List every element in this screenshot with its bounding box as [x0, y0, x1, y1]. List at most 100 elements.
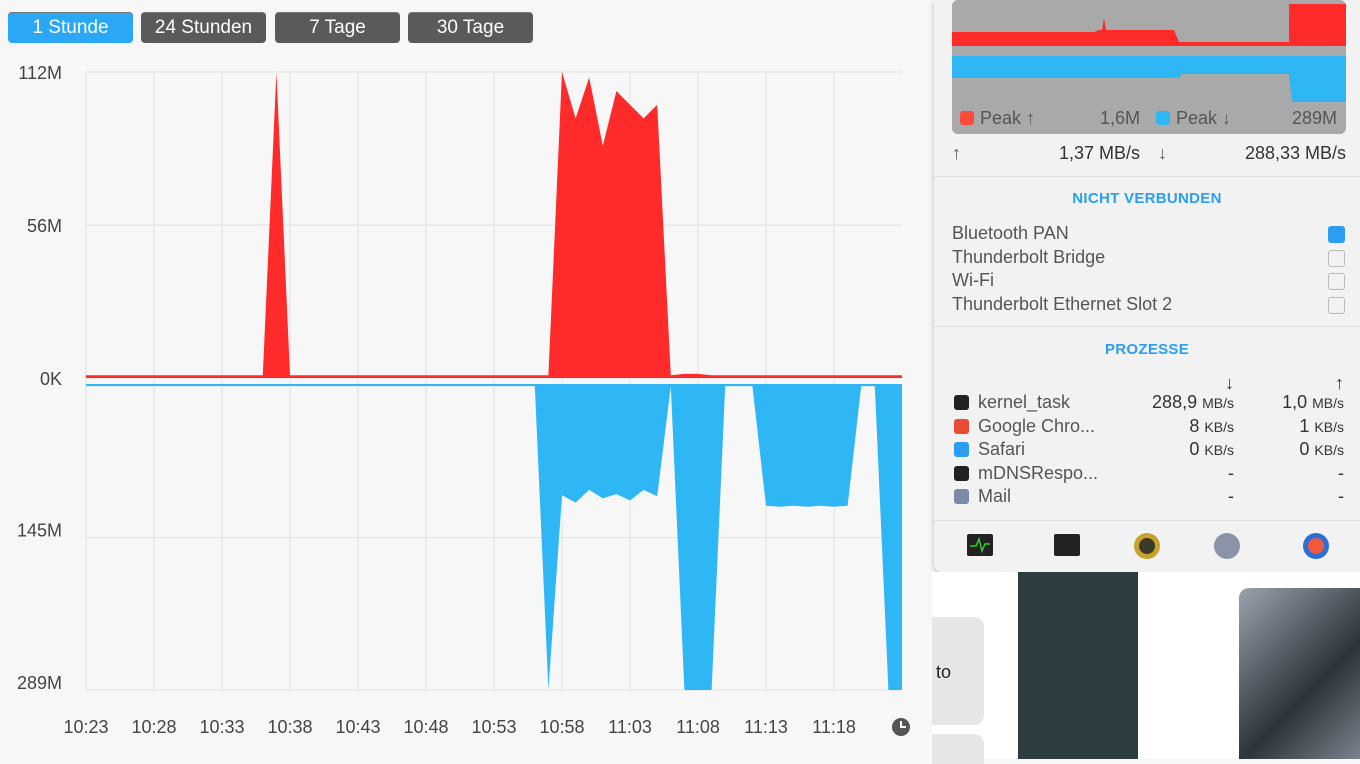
x-tick-label: 11:13 [744, 717, 788, 737]
process-name[interactable]: Mail [978, 486, 1012, 506]
y-tick-label: 145M [17, 520, 62, 540]
interface-name: Thunderbolt Ethernet Slot 2 [952, 293, 1173, 314]
value: 1 [1299, 415, 1310, 436]
unit: KB/s [1204, 418, 1234, 435]
interface-name: Thunderbolt Bridge [952, 246, 1106, 267]
process-up: - [1234, 463, 1344, 484]
x-tick-label: 10:43 [335, 717, 380, 737]
col-down: ↓ [1225, 373, 1234, 393]
process-down: - [1114, 463, 1234, 484]
unit: MB/s [1202, 395, 1234, 411]
value: - [1228, 486, 1234, 506]
unit: KB/s [1314, 442, 1344, 458]
interface-icon [1328, 226, 1345, 243]
rate-down-arrow: ↓ [1158, 143, 1167, 163]
separator [934, 326, 1360, 327]
legend-swatch [1156, 111, 1170, 125]
legend-swatch [960, 111, 974, 125]
process-name[interactable]: mDNSRespo... [978, 462, 1099, 483]
download-area [86, 384, 902, 690]
terminal-icon[interactable] [1054, 534, 1080, 556]
network-panel: Peak ↑ 1,6M Peak ↓ 289M ↑ 1,37 MB/s ↓ 28… [934, 0, 1360, 572]
peak-up-label: Peak ↑ [980, 108, 1036, 128]
toolbar [967, 533, 1329, 559]
rate-up: 1,37 MB/s [1058, 143, 1140, 163]
process-name[interactable]: Google Chro... [978, 415, 1096, 436]
process-up: 0 KB/s [1234, 439, 1344, 460]
x-tick-label: 10:23 [63, 717, 108, 737]
peak-down: 289M [1291, 108, 1337, 128]
process-icon [954, 395, 969, 410]
section-title: PROZESSE [1104, 341, 1190, 358]
value: 0 [1299, 439, 1310, 459]
process-up: 1,0 MB/s [1234, 392, 1344, 413]
mini-upload [952, 4, 1346, 46]
process-icon [954, 489, 969, 504]
x-tick-label: 11:18 [812, 717, 856, 737]
mini-download [952, 56, 1346, 102]
bandwidth-view: 1 Stunde 24 Stunden 7 Tage 30 Tage 11:18… [8, 12, 910, 737]
y-tick-label: 0K [40, 369, 62, 389]
interface-icon [1328, 296, 1345, 314]
interface-icon [1328, 249, 1345, 267]
value: - [1338, 486, 1344, 506]
image-thumbnail [1239, 588, 1360, 759]
unit: MB/s [1312, 395, 1344, 411]
tab[interactable]: 30 Tage [408, 12, 533, 43]
message-bubble [932, 617, 984, 725]
speed-glyph [1308, 538, 1324, 554]
x-tick-label: 11:08 [676, 717, 720, 737]
x-tick-label: 10:28 [131, 717, 176, 737]
x-tick-label: 11:03 [608, 717, 652, 737]
activity-glyph [970, 536, 990, 554]
chart: 11:18 11:13 11:08 11:03 10:58 10:53 10:48 10:43… [17, 63, 910, 737]
peak-up: 1,6M [1099, 108, 1140, 128]
interface-icon [1328, 273, 1345, 290]
peak-down-label: Peak ↓ [1176, 108, 1232, 128]
interface-name: Bluetooth PAN [952, 223, 1069, 243]
process-down: - [1114, 486, 1234, 507]
message-text: to [936, 662, 952, 682]
value: 0 [1189, 439, 1200, 459]
process-down: 8 KB/s [1114, 416, 1234, 437]
clock-hands [900, 721, 906, 728]
x-tick-label: 10:53 [471, 717, 516, 737]
x-tick-label: 10:48 [403, 717, 448, 737]
y-tick-label: 112M [18, 63, 62, 83]
value: - [1228, 462, 1234, 483]
value: 8 [1189, 415, 1200, 436]
unit: KB/s [1204, 442, 1234, 458]
separator [934, 176, 1360, 177]
x-tick-label: 10:58 [539, 717, 584, 737]
value: 1,0 [1282, 392, 1308, 412]
tab[interactable]: 1 Stunde [8, 12, 133, 43]
col-up: ↑ [1335, 373, 1344, 393]
y-tick-label: 289M [17, 673, 62, 693]
process-icon [954, 418, 969, 434]
rate-up-arrow: ↑ [952, 143, 961, 163]
value: 288,9 [1152, 392, 1198, 412]
process-icon [954, 442, 969, 457]
process-icon [954, 465, 969, 481]
unit: KB/s [1314, 418, 1344, 435]
tab[interactable]: 7 Tage [275, 12, 400, 43]
radar-glyph [1139, 538, 1155, 554]
separator [934, 520, 1360, 521]
x-tick-label: 10:38 [267, 717, 312, 737]
tab[interactable]: 24 Stunden [141, 12, 266, 43]
window-thumbnail [1018, 572, 1138, 759]
network-icon[interactable] [1214, 533, 1240, 559]
section-title: NICHT VERBUNDEN [1072, 190, 1222, 207]
process-name[interactable]: kernel_task [978, 392, 1071, 412]
process-up: - [1234, 486, 1344, 507]
process-down: 288,9 MB/s [1114, 392, 1234, 413]
rate-down: 288,33 MB/s [1244, 143, 1346, 163]
interface-name: Wi-Fi [952, 270, 994, 290]
x-tick-label: 10:33 [199, 717, 244, 737]
desktop-background: to [932, 572, 1360, 764]
mini-graph [952, 0, 1346, 134]
process-name[interactable]: Safari [978, 439, 1026, 459]
message-bubble [932, 734, 984, 764]
process-up: 1 KB/s [1234, 416, 1344, 437]
